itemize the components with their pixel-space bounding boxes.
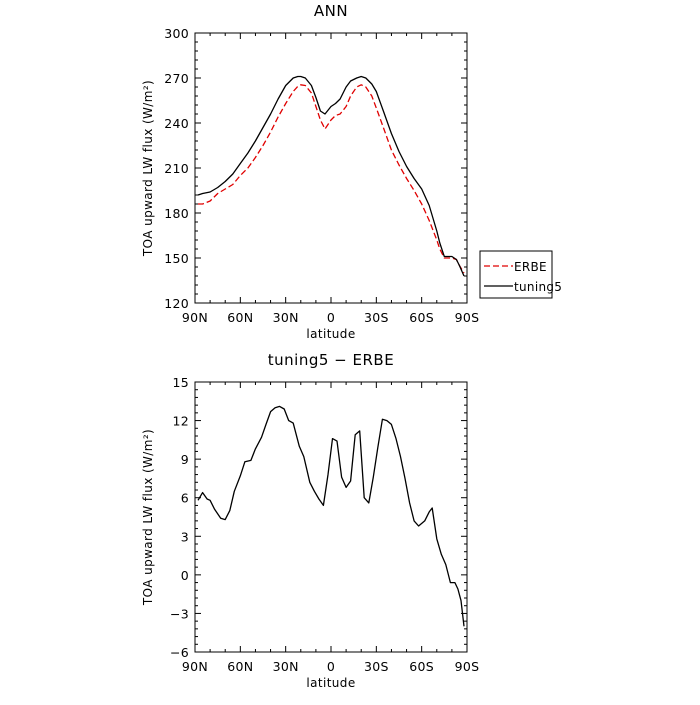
x-axis-label: latitude — [306, 676, 355, 690]
y-tick-label: 210 — [164, 161, 189, 176]
x-tick-label: 60N — [227, 659, 253, 674]
legend: ERBE tuning5 — [479, 250, 562, 299]
x-tick-label: 90N — [182, 310, 208, 325]
x-tick-label: 60S — [409, 659, 434, 674]
x-tick-label: 30S — [364, 659, 389, 674]
y-axis-label: TOA upward LW flux (W/m²) — [141, 80, 155, 257]
plot-frame — [194, 32, 468, 304]
y-tick-label: 150 — [164, 251, 189, 266]
y-tick-label: 6 — [181, 491, 189, 506]
y-tick-label: 15 — [172, 375, 189, 390]
x-tick-label: 60N — [227, 310, 253, 325]
upper-panel-flux-comparison: ANN 90N 60N 30N 0 30S 60S 90S 120 150 180 210 240 270… — [141, 2, 562, 341]
series-line-difference — [197, 405, 465, 627]
series-line-erbe — [198, 84, 465, 274]
chart-title: tuning5 − ERBE — [268, 351, 394, 369]
x-tick-label: 30N — [273, 310, 299, 325]
y-tick-label: 0 — [181, 568, 189, 583]
legend-box — [479, 250, 553, 299]
legend-label-tuning5: tuning5 — [514, 280, 562, 294]
x-tick-label: 90N — [182, 659, 208, 674]
y-tick-label: −6 — [170, 645, 189, 660]
x-tick-label: 0 — [327, 310, 335, 325]
series-line-tuning5 — [197, 75, 465, 277]
x-tick-label: 30N — [273, 659, 299, 674]
legend-label-erbe: ERBE — [514, 260, 547, 274]
x-tick-label: 90S — [455, 659, 480, 674]
x-tick-label: 90S — [455, 310, 480, 325]
y-tick-label: −3 — [170, 606, 189, 621]
y-tick-label: 240 — [164, 116, 189, 131]
y-tick-label: 3 — [181, 529, 189, 544]
y-tick-label: 270 — [164, 71, 189, 86]
y-axis-label: TOA upward LW flux (W/m²) — [141, 429, 155, 606]
y-tick-label: 180 — [164, 206, 189, 221]
x-axis-label: latitude — [306, 327, 355, 341]
y-tick-label: 300 — [164, 26, 189, 41]
lower-panel-flux-difference: tuning5 − ERBE 90N 60N 30N 0 30S 60S 90S −6 −3 0 3 6… — [141, 351, 479, 690]
y-tick-label: 12 — [172, 414, 189, 429]
x-tick-label: 30S — [364, 310, 389, 325]
chart-title: ANN — [314, 2, 348, 20]
x-tick-label: 60S — [409, 310, 434, 325]
x-tick-label: 0 — [327, 659, 335, 674]
y-tick-label: 120 — [164, 296, 189, 311]
y-tick-label: 9 — [181, 452, 189, 467]
